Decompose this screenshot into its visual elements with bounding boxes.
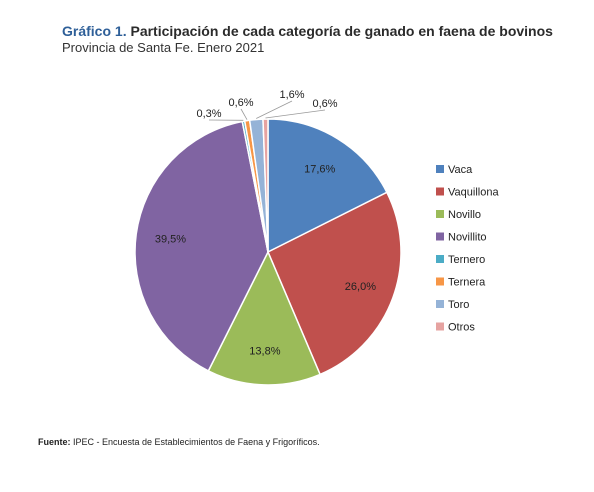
slice-vaca bbox=[267, 118, 388, 254]
legend: Vaca Vaquillona Novillo Novillito Ternero Ter… bbox=[436, 164, 499, 334]
legend-label-vaca: Vaca bbox=[448, 164, 473, 176]
legend-label-ternera: Ternera bbox=[448, 277, 486, 289]
chart-title: Gráfico 1. Participación de cada categor… bbox=[62, 23, 553, 39]
data-label-vaquillona: 26,0% bbox=[345, 281, 376, 293]
chart-subtitle: Provincia de Santa Fe. Enero 2021 bbox=[62, 40, 265, 55]
legend-swatch-vaquillona bbox=[436, 187, 444, 196]
legend-swatch-ternera bbox=[436, 277, 444, 286]
legend-label-otros: Otros bbox=[448, 322, 475, 334]
legend-label-novillito: Novillito bbox=[448, 232, 487, 244]
leader-line-otros bbox=[265, 109, 326, 119]
legend-label-toro: Toro bbox=[448, 299, 469, 311]
data-label-novillito: 39,5% bbox=[155, 234, 186, 246]
source-label: Fuente: bbox=[38, 437, 71, 447]
legend-swatch-ternero bbox=[436, 255, 444, 263]
data-label-vaca: 17,6% bbox=[304, 163, 335, 175]
source-note: Fuente: IPEC - Encuesta de Establecimien… bbox=[38, 437, 320, 447]
leader-lines bbox=[208, 100, 326, 121]
slice-novillo bbox=[207, 250, 322, 386]
leader-line-ternera bbox=[240, 108, 248, 120]
leader-line-toro bbox=[256, 100, 293, 119]
slice-novillito bbox=[134, 120, 269, 372]
data-label-ternero: 0,3% bbox=[196, 108, 221, 120]
data-label-ternera: 0,6% bbox=[228, 97, 253, 109]
legend-label-novillo: Novillo bbox=[448, 209, 481, 221]
legend-swatch-vaca bbox=[436, 165, 444, 173]
data-label-otros: 0,6% bbox=[312, 98, 337, 110]
legend-label-ternero: Ternero bbox=[448, 254, 485, 266]
legend-swatch-novillito bbox=[436, 232, 444, 241]
chart-title-prefix: Gráfico 1. bbox=[62, 23, 127, 39]
data-label-toro: 1,6% bbox=[279, 89, 304, 101]
chart-title-text: Participación de cada categoría de ganad… bbox=[130, 23, 553, 39]
data-label-novillo: 13,8% bbox=[249, 345, 280, 357]
legend-swatch-toro bbox=[436, 300, 444, 308]
legend-swatch-otros bbox=[436, 322, 444, 331]
slice-otros bbox=[262, 118, 269, 253]
legend-swatch-novillo bbox=[436, 210, 444, 218]
legend-label-vaquillona: Vaquillona bbox=[448, 187, 499, 199]
data-labels: 17,6% 26,0% 13,8% 39,5% 0,3% 0,6% 1,6% 0,6% bbox=[155, 89, 376, 357]
pie-slices bbox=[134, 118, 402, 386]
source-text: IPEC - Encuesta de Establecimientos de F… bbox=[73, 437, 320, 447]
